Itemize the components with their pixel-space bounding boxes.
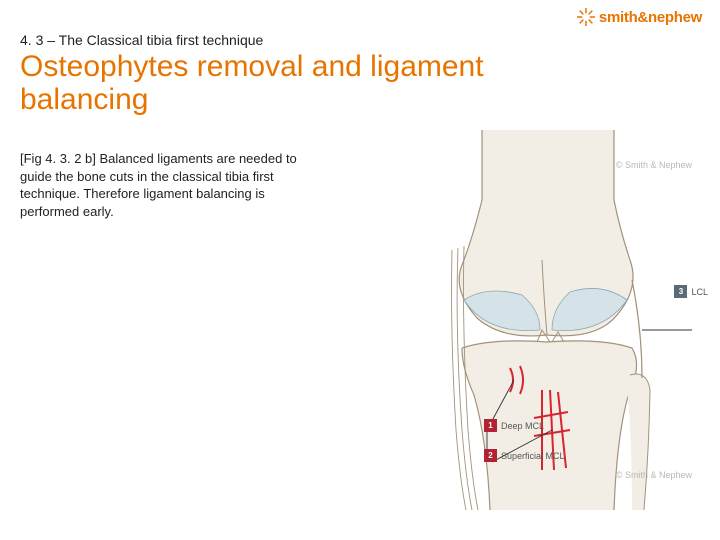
callout-label: Deep MCL	[501, 421, 544, 431]
brand-logo: smith&nephew	[577, 8, 702, 26]
starburst-icon	[577, 8, 595, 26]
figure-watermark-top: © Smith & Nephew	[616, 160, 692, 170]
callout-superficial-mcl: 2 Superficial MCL	[484, 449, 565, 462]
callout-deep-mcl: 1 Deep MCL	[484, 419, 544, 432]
callout-label: Superficial MCL	[501, 451, 565, 461]
figure-watermark-bottom: © Smith & Nephew	[616, 470, 692, 480]
callout-number: 3	[674, 285, 687, 298]
body-paragraph: [Fig 4. 3. 2 b] Balanced ligaments are n…	[20, 150, 310, 220]
callout-label: LCL	[691, 287, 708, 297]
fibula-shape	[627, 374, 650, 510]
anatomy-figure: © Smith & Nephew © Smith & Nephew 1 Deep…	[392, 130, 702, 510]
page-title: Osteophytes removal and ligament balanci…	[20, 50, 580, 116]
section-label: 4. 3 – The Classical tibia first techniq…	[20, 32, 263, 48]
callout-number: 2	[484, 449, 497, 462]
callout-number: 1	[484, 419, 497, 432]
brand-name: smith&nephew	[599, 9, 702, 26]
callout-lcl: 3 LCL	[674, 285, 708, 298]
